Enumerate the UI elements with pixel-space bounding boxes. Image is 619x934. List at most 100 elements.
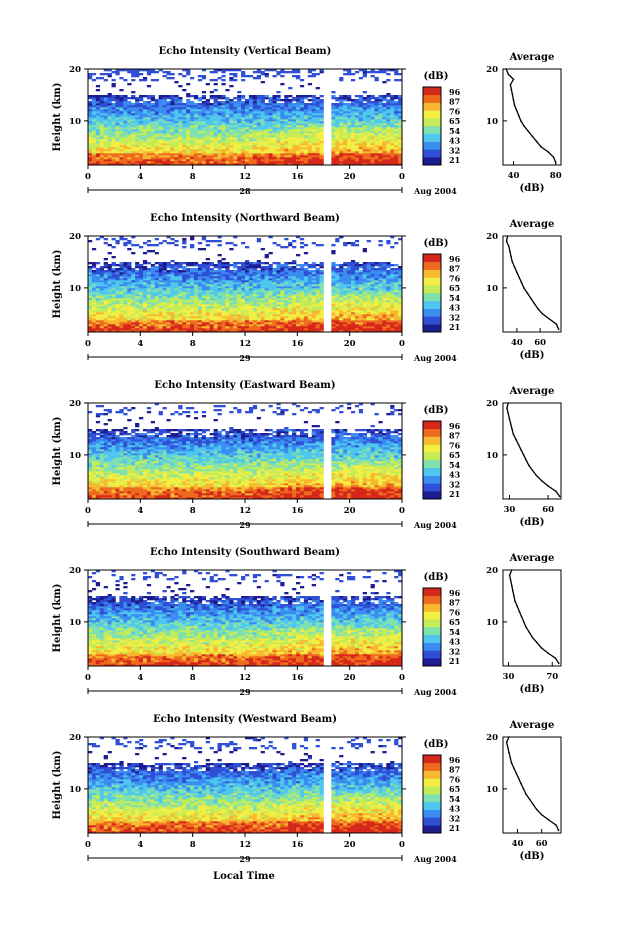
heatmap-cell (288, 107, 292, 109)
heatmap-cell (167, 101, 171, 103)
heatmap-cell (92, 314, 96, 316)
heatmap-cell (139, 121, 143, 123)
heatmap-cell (167, 97, 171, 99)
heatmap-cell (371, 149, 375, 151)
heatmap-cell (214, 294, 218, 296)
heatmap-cell (112, 151, 116, 153)
heatmap-cell (174, 97, 178, 99)
heatmap-cell (131, 298, 135, 300)
heatmap-cell (265, 312, 269, 314)
heatmap-cell (351, 125, 355, 127)
heatmap-cell (167, 145, 171, 147)
heatmap-cell (88, 328, 92, 330)
heatmap-cell (139, 300, 143, 302)
heatmap-cell (371, 127, 375, 129)
heatmap-cell (206, 117, 210, 119)
heatmap-cell (394, 145, 398, 147)
heatmap-cell (320, 115, 324, 117)
heatmap-cell (241, 272, 245, 274)
heatmap-cell (304, 280, 308, 282)
heatmap-cell (143, 117, 147, 119)
heatmap-cell (359, 101, 363, 103)
heatmap-cell (159, 300, 163, 302)
heatmap-cell (257, 101, 261, 103)
heatmap-cell (206, 310, 210, 312)
heatmap-cell (292, 159, 296, 161)
heatmap-cell (135, 288, 139, 290)
heatmap-cell (108, 141, 112, 143)
heatmap-cell (253, 135, 257, 137)
heatmap-cell (241, 133, 245, 135)
heatmap-cell (296, 117, 300, 119)
heatmap-cell (245, 280, 249, 282)
heatmap-cell (363, 151, 367, 153)
heatmap-cell (186, 274, 190, 276)
heatmap-cell (237, 328, 241, 330)
heatmap-cell (249, 105, 253, 107)
heatmap-cell (151, 159, 155, 161)
heatmap-cell (198, 272, 202, 274)
heatmap-cell (127, 284, 131, 286)
heatmap-cell (155, 161, 159, 163)
heatmap-cell (182, 242, 186, 244)
heatmap-cell (92, 109, 96, 111)
heatmap-cell (100, 133, 104, 135)
heatmap-cell (115, 276, 119, 278)
heatmap-cell (202, 298, 206, 300)
heatmap-cell (159, 145, 163, 147)
heatmap-cell (174, 328, 178, 330)
heatmap-cell (167, 292, 171, 294)
heatmap-cell (347, 111, 351, 113)
heatmap-cell (167, 326, 171, 328)
heatmap-cell (112, 328, 116, 330)
heatmap-cell (269, 300, 273, 302)
heatmap-cell (237, 272, 241, 274)
heatmap-cell (190, 294, 194, 296)
heatmap-cell (92, 147, 96, 149)
heatmap-cell (229, 135, 233, 137)
heatmap-cell (272, 151, 276, 153)
heatmap-cell (198, 143, 202, 145)
heatmap-cell (218, 302, 222, 304)
heatmap-cell (253, 97, 257, 99)
heatmap-cell (241, 294, 245, 296)
heatmap-cell (210, 322, 214, 324)
heatmap-cell (371, 131, 375, 133)
heatmap-cell (159, 318, 163, 320)
heatmap-cell (139, 79, 143, 81)
heatmap-cell (335, 121, 339, 123)
heatmap-cell (276, 262, 280, 264)
heatmap-cell (210, 111, 214, 113)
heatmap-cell (174, 155, 178, 157)
heatmap-cell (300, 264, 304, 266)
heatmap-cell (127, 161, 131, 163)
heatmap-cell (308, 314, 312, 316)
heatmap-cell (100, 95, 104, 97)
heatmap-cell (241, 284, 245, 286)
heatmap-cell (214, 157, 218, 159)
heatmap-cell (88, 111, 92, 113)
heatmap-cell (115, 308, 119, 310)
heatmap-cell (265, 143, 269, 145)
heatmap-cell (214, 111, 218, 113)
heatmap-cell (159, 161, 163, 163)
heatmap-cell (386, 119, 390, 121)
heatmap-cell (167, 308, 171, 310)
heatmap-cell (229, 131, 233, 133)
heatmap-cell (143, 304, 147, 306)
heatmap-cell (198, 266, 202, 268)
heatmap-cell (104, 302, 108, 304)
heatmap-cell (178, 324, 182, 326)
heatmap-cell (206, 266, 210, 268)
heatmap-cell (335, 117, 339, 119)
heatmap-cell (241, 111, 245, 113)
heatmap-cell (284, 328, 288, 330)
heatmap-cell (218, 137, 222, 139)
heatmap-cell (143, 282, 147, 284)
heatmap-cell (288, 278, 292, 280)
heatmap-cell (190, 264, 194, 266)
heatmap-cell (284, 324, 288, 326)
heatmap-cell (143, 79, 147, 81)
heatmap-cell (123, 294, 127, 296)
heatmap-cell (112, 129, 116, 131)
